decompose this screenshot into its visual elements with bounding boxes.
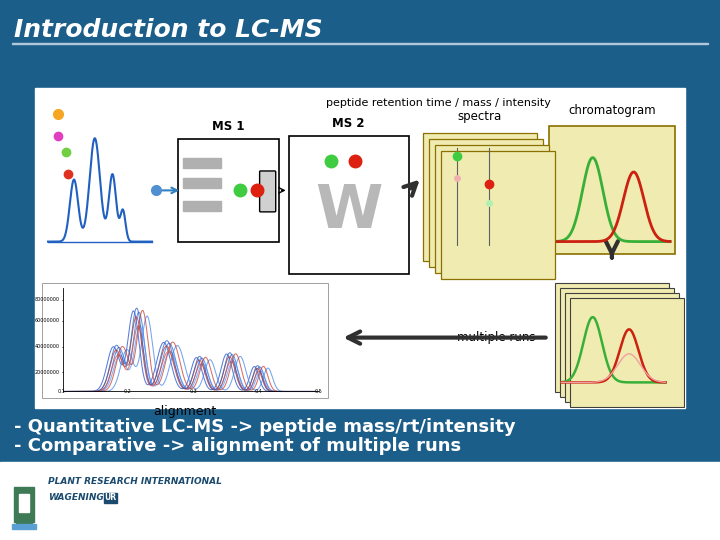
FancyBboxPatch shape bbox=[260, 171, 276, 212]
Bar bbox=[104, 493, 117, 503]
Text: MS 1: MS 1 bbox=[212, 120, 245, 133]
Bar bbox=[289, 136, 409, 274]
Bar bbox=[435, 145, 549, 273]
Bar bbox=[560, 288, 674, 397]
Bar bbox=[183, 178, 221, 188]
Bar bbox=[183, 201, 221, 211]
Text: 80000000: 80000000 bbox=[35, 298, 60, 302]
Text: - Quantitative LC-MS -> peptide mass/rt/intensity: - Quantitative LC-MS -> peptide mass/rt/… bbox=[14, 418, 516, 436]
Bar bbox=[17, 516, 31, 526]
Text: 0.5: 0.5 bbox=[315, 389, 323, 394]
Text: 40000000: 40000000 bbox=[35, 344, 60, 349]
Text: 0.2: 0.2 bbox=[123, 389, 131, 394]
Bar bbox=[429, 139, 543, 267]
Bar bbox=[555, 283, 669, 392]
Bar bbox=[42, 283, 328, 399]
Bar bbox=[570, 298, 684, 407]
Bar bbox=[423, 133, 537, 261]
Text: Introduction to LC-MS: Introduction to LC-MS bbox=[14, 18, 323, 42]
Text: spectra: spectra bbox=[458, 110, 502, 123]
Bar bbox=[19, 494, 29, 512]
Bar bbox=[0, 462, 720, 540]
Bar bbox=[178, 139, 279, 241]
Text: multiple runs: multiple runs bbox=[457, 331, 536, 344]
Text: peptide retention time / mass / intensity: peptide retention time / mass / intensit… bbox=[325, 98, 550, 107]
Text: 0.3: 0.3 bbox=[189, 389, 197, 394]
Bar bbox=[183, 158, 221, 168]
Bar bbox=[16, 523, 32, 528]
Text: UR: UR bbox=[104, 494, 116, 503]
Bar bbox=[12, 43, 708, 44]
Bar bbox=[35, 88, 685, 408]
Text: 0.4: 0.4 bbox=[255, 389, 263, 394]
Text: - Comparative -> alignment of multiple runs: - Comparative -> alignment of multiple r… bbox=[14, 437, 461, 455]
Text: alignment: alignment bbox=[153, 405, 216, 418]
Bar bbox=[549, 126, 675, 254]
Text: 20000000: 20000000 bbox=[35, 370, 60, 375]
Bar bbox=[565, 293, 679, 402]
Text: 0.1: 0.1 bbox=[58, 389, 66, 394]
Text: chromatogram: chromatogram bbox=[568, 104, 656, 117]
Text: 60000000: 60000000 bbox=[35, 318, 60, 323]
Text: W: W bbox=[315, 182, 382, 241]
Text: PLANT RESEARCH INTERNATIONAL: PLANT RESEARCH INTERNATIONAL bbox=[48, 477, 222, 487]
Bar bbox=[12, 524, 36, 529]
Text: MS 2: MS 2 bbox=[333, 117, 365, 130]
Bar bbox=[441, 151, 555, 279]
Bar bbox=[14, 487, 34, 522]
Text: WAGENINGEN: WAGENINGEN bbox=[48, 494, 117, 503]
